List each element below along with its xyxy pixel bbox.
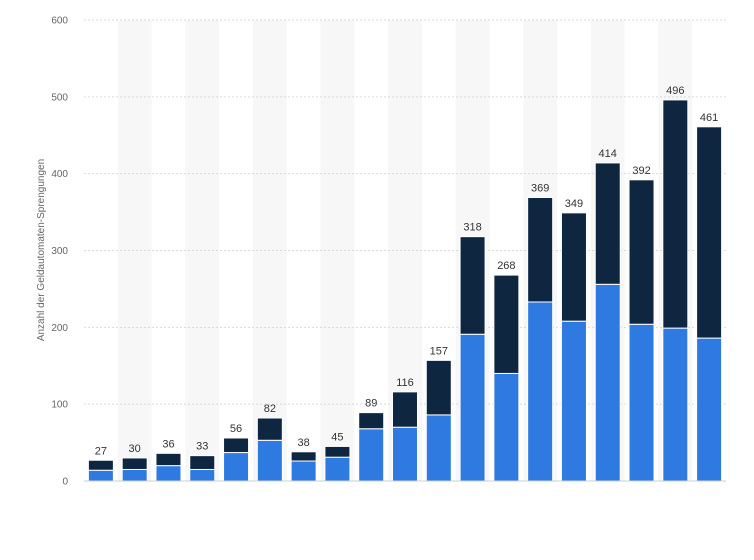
bar-segment-lower xyxy=(527,301,554,482)
data-label: 349 xyxy=(565,198,583,210)
bar-segment-upper xyxy=(290,451,317,462)
y-axis-ticks: 0 100 200 300 400 500 600 xyxy=(51,16,68,488)
bar-segment-lower xyxy=(493,372,520,482)
bar-segment-lower xyxy=(358,428,385,482)
y-tick-label: 200 xyxy=(51,323,68,334)
bar-segment-upper xyxy=(324,445,351,458)
bar-segment-lower xyxy=(459,333,486,482)
bar-segment-upper xyxy=(189,455,216,470)
bar-segment-upper xyxy=(527,196,554,303)
y-tick-label: 500 xyxy=(51,92,68,103)
bar-segment-upper xyxy=(560,212,587,322)
bar-segment-upper xyxy=(628,179,655,325)
data-labels: 27 30 36 33 56 82 38 45 89 116 157 318 268 369 349 414 3… xyxy=(95,85,719,457)
data-label: 27 xyxy=(95,445,107,457)
bars xyxy=(87,99,723,482)
data-label: 157 xyxy=(430,345,448,357)
data-label: 36 xyxy=(162,438,174,450)
data-label: 56 xyxy=(230,423,242,435)
data-label: 116 xyxy=(396,377,414,389)
bar-segment-lower xyxy=(628,323,655,482)
bar-segment-lower xyxy=(256,439,283,482)
data-label: 268 xyxy=(497,260,515,272)
y-axis-title: Anzahl der Geldautomaten-Sprengungen xyxy=(36,159,47,341)
column-band xyxy=(185,20,220,481)
column-band xyxy=(117,20,152,481)
bar-segment-upper xyxy=(155,452,182,467)
bar-segment-lower xyxy=(155,465,182,482)
data-label: 318 xyxy=(463,222,481,234)
data-label: 414 xyxy=(599,148,617,160)
bar-segment-upper xyxy=(223,437,250,454)
y-tick-label: 100 xyxy=(51,400,68,411)
bar-segment-lower xyxy=(425,414,452,482)
bar-segment-lower xyxy=(560,320,587,482)
bar-segment-upper xyxy=(87,459,114,471)
bar-segment-lower xyxy=(324,456,351,482)
bar-segment-upper xyxy=(493,274,520,374)
bar-segment-lower xyxy=(121,468,148,482)
bar-segment-upper xyxy=(696,126,723,339)
y-tick-label: 0 xyxy=(62,477,68,488)
data-label: 392 xyxy=(632,165,650,177)
bar-segment-lower xyxy=(223,452,250,482)
bar-segment-lower xyxy=(696,337,723,482)
bar-segment-upper xyxy=(594,162,621,285)
bar-segment-upper xyxy=(392,391,418,428)
bar-segment-upper xyxy=(425,359,452,416)
data-label: 33 xyxy=(196,441,208,453)
data-label: 45 xyxy=(331,431,343,443)
data-label: 89 xyxy=(365,398,377,410)
bar-segment-upper xyxy=(256,417,283,441)
y-tick-label: 300 xyxy=(51,246,68,257)
bar-segment-lower xyxy=(594,283,621,482)
y-tick-label: 600 xyxy=(51,16,68,27)
data-label: 496 xyxy=(666,85,684,97)
data-label: 30 xyxy=(129,443,141,455)
data-label: 369 xyxy=(531,182,549,194)
data-label: 38 xyxy=(298,437,310,449)
bar-segment-lower xyxy=(662,327,689,482)
bar-segment-upper xyxy=(662,99,689,329)
bar-segment-upper xyxy=(459,236,486,335)
bar-segment-lower xyxy=(392,426,418,482)
bar-segment-upper xyxy=(121,457,148,470)
data-label: 461 xyxy=(700,112,718,124)
bar-segment-lower xyxy=(189,468,216,482)
data-label: 82 xyxy=(264,403,276,415)
bar-segment-lower xyxy=(290,460,317,482)
bar-segment-lower xyxy=(87,469,114,482)
y-tick-label: 400 xyxy=(51,169,68,180)
bar-segment-upper xyxy=(358,412,385,430)
